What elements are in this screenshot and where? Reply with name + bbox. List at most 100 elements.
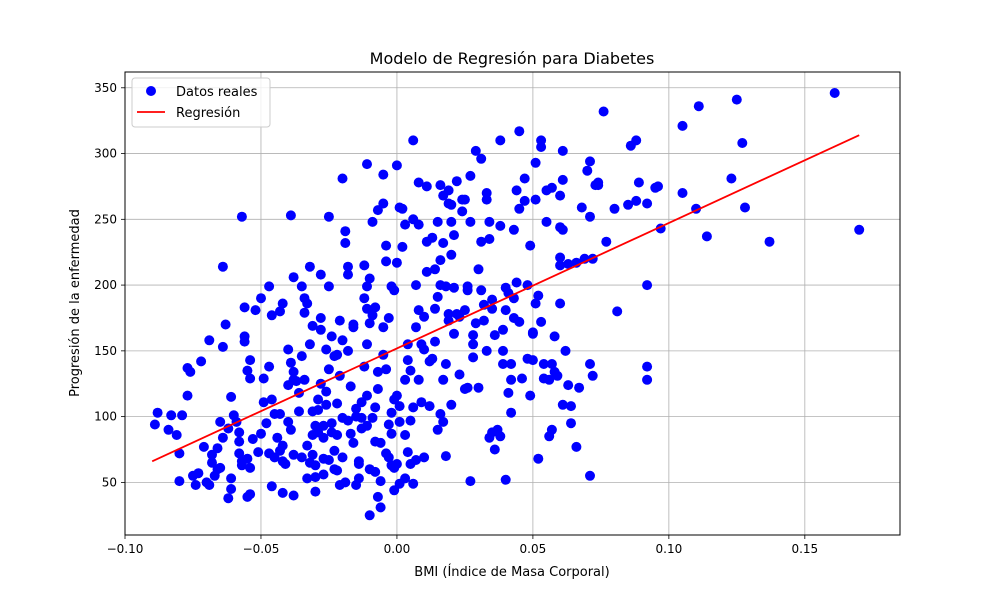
data-point <box>239 302 250 313</box>
data-point <box>574 382 585 393</box>
data-point <box>514 316 525 327</box>
data-point <box>337 173 348 184</box>
data-point <box>364 318 375 329</box>
data-point <box>310 460 321 471</box>
data-point <box>364 510 375 521</box>
data-point <box>356 412 367 423</box>
data-point <box>829 88 840 98</box>
y-tick-label: 50 <box>102 475 117 489</box>
data-point <box>315 313 326 323</box>
data-point <box>609 203 620 214</box>
data-point <box>391 160 402 171</box>
data-point <box>764 236 775 247</box>
legend-label-datos-reales: Datos reales <box>176 85 258 100</box>
data-point <box>215 462 226 473</box>
data-point <box>266 481 277 492</box>
data-point <box>277 298 288 309</box>
data-point <box>473 382 484 393</box>
data-point <box>623 199 634 210</box>
data-point <box>310 472 321 483</box>
data-point <box>315 324 326 335</box>
data-point <box>449 230 459 241</box>
y-tick-label: 200 <box>94 278 117 292</box>
data-point <box>498 324 508 335</box>
data-point <box>440 359 451 369</box>
data-point <box>563 259 574 269</box>
data-point <box>427 232 438 243</box>
data-point <box>402 355 413 366</box>
data-point <box>411 280 421 291</box>
data-point <box>226 391 237 402</box>
data-point <box>462 285 473 296</box>
data-point <box>449 282 459 293</box>
data-point <box>266 310 277 321</box>
data-point <box>397 241 408 252</box>
data-point <box>375 437 386 448</box>
data-point <box>419 311 430 322</box>
data-point <box>402 447 413 458</box>
data-point <box>386 428 397 439</box>
data-point <box>400 430 411 440</box>
data-point <box>677 188 688 198</box>
data-point <box>359 260 370 271</box>
data-point <box>394 416 405 427</box>
data-point <box>381 240 392 251</box>
data-point <box>541 216 552 227</box>
data-point <box>555 190 566 201</box>
data-point <box>370 402 381 413</box>
data-point <box>152 407 163 418</box>
data-point <box>362 281 372 292</box>
data-point <box>582 165 593 176</box>
data-point <box>245 489 256 500</box>
data-point <box>405 415 416 426</box>
data-point <box>345 428 356 439</box>
data-point <box>277 487 288 498</box>
data-point <box>546 359 557 369</box>
data-point <box>440 281 451 292</box>
data-point <box>481 194 492 205</box>
data-point <box>506 359 517 369</box>
data-point <box>296 351 307 362</box>
data-point <box>258 397 269 408</box>
data-point <box>372 384 383 394</box>
data-point <box>487 294 498 305</box>
data-point <box>465 216 476 227</box>
data-point <box>391 459 402 469</box>
legend-marker-datos-reales <box>146 86 156 96</box>
x-tick-label: 0.10 <box>656 542 683 556</box>
data-point <box>283 416 294 427</box>
data-point <box>389 285 400 296</box>
data-point <box>552 370 563 381</box>
data-point <box>459 194 470 205</box>
data-point <box>585 156 595 167</box>
data-point <box>329 445 340 456</box>
data-point <box>378 169 389 180</box>
data-point <box>242 453 253 464</box>
data-point <box>555 260 566 271</box>
data-point <box>430 303 440 314</box>
data-point <box>182 390 193 401</box>
data-point <box>642 280 653 291</box>
data-point <box>544 374 555 385</box>
data-point <box>468 339 479 350</box>
data-point <box>296 452 307 463</box>
data-point <box>495 220 506 231</box>
data-point <box>198 441 209 452</box>
data-point <box>256 293 266 304</box>
data-point <box>519 173 530 184</box>
data-point <box>598 106 609 117</box>
data-point <box>854 224 865 235</box>
data-point <box>446 199 457 210</box>
axis-ticks: −0.10 −0.05 0.00 0.05 0.10 0.15 50 100 150 200 250… <box>94 81 818 556</box>
data-point <box>326 418 337 429</box>
data-point <box>264 281 275 292</box>
data-point <box>476 153 487 164</box>
data-point <box>264 361 275 372</box>
data-point <box>323 281 334 292</box>
data-point <box>372 491 383 502</box>
data-point <box>256 428 266 439</box>
data-point <box>378 198 389 209</box>
data-point <box>443 185 454 196</box>
data-point <box>370 466 381 477</box>
data-point <box>468 352 479 363</box>
